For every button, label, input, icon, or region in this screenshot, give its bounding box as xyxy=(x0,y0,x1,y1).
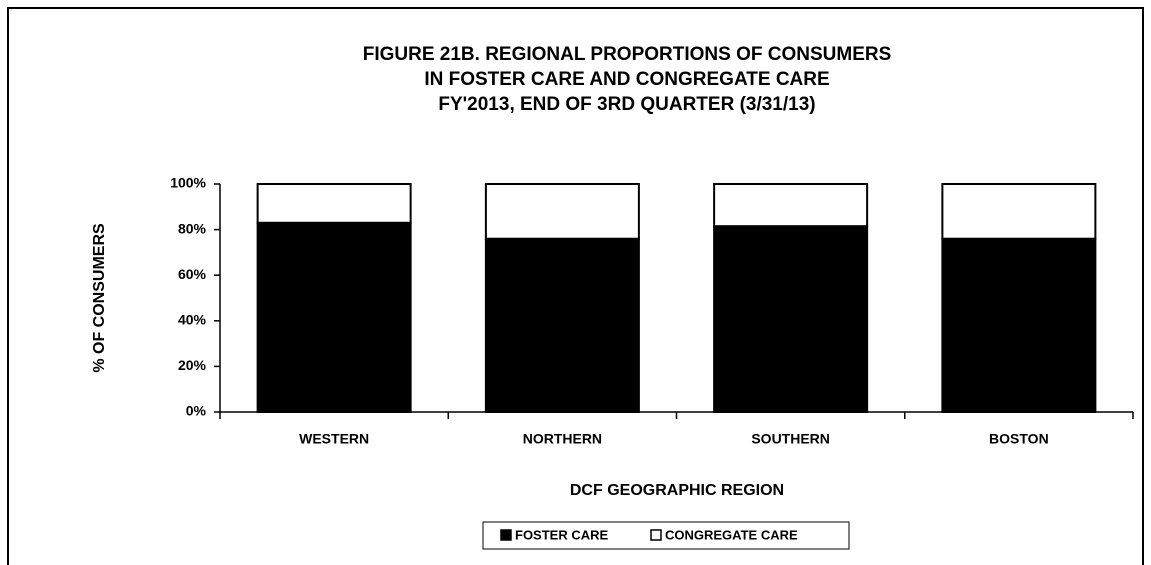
y-tick-label: 40% xyxy=(178,312,207,328)
bar-segment xyxy=(941,183,1097,240)
y-tick-label: 60% xyxy=(178,266,207,282)
bar-segment xyxy=(713,225,869,413)
x-axis-label: DCF GEOGRAPHIC REGION xyxy=(570,482,784,499)
x-tick-label: WESTERN xyxy=(299,431,369,447)
x-tick-label: SOUTHERN xyxy=(751,431,830,447)
chart-title: FIGURE 21B. REGIONAL PROPORTIONS OF CONS… xyxy=(363,44,892,65)
chart-title: IN FOSTER CARE AND CONGREGATE CARE xyxy=(424,69,829,90)
legend-swatch xyxy=(650,529,662,541)
legend-box xyxy=(482,521,850,550)
bar-segment xyxy=(256,221,412,413)
y-tick-label: 80% xyxy=(178,220,207,236)
x-tick-label: NORTHERN xyxy=(523,431,602,447)
x-tick-label: BOSTON xyxy=(989,431,1049,447)
chart-title: FY'2013, END OF 3RD QUARTER (3/31/13) xyxy=(438,94,815,115)
legend-label: FOSTER CARE xyxy=(515,527,609,542)
bar-segment xyxy=(256,183,412,224)
chart-border xyxy=(7,7,1144,565)
y-tick-label: 20% xyxy=(178,357,207,373)
y-tick-label: 100% xyxy=(170,175,206,191)
y-tick-label: 0% xyxy=(186,403,207,419)
bar-segment xyxy=(484,183,640,240)
y-axis-label: % OF CONSUMERS xyxy=(91,223,108,373)
bar-segment xyxy=(484,237,640,413)
legend-swatch xyxy=(500,529,512,541)
bar-segment xyxy=(713,183,869,228)
bar-segment xyxy=(941,237,1097,413)
legend-label: CONGREGATE CARE xyxy=(665,527,798,542)
